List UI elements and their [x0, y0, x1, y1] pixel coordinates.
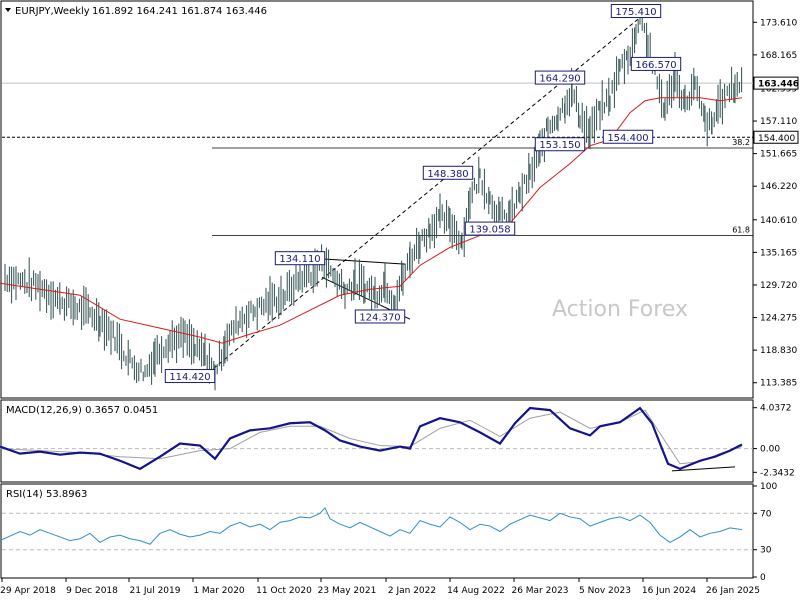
- price-y-tick-label: 146.220: [760, 182, 797, 192]
- price-annotation-box: [610, 4, 662, 19]
- price-y-tick-label: 129.720: [760, 281, 797, 291]
- price-annotation-label: 164.290: [539, 74, 580, 85]
- macd-plot: [0, 406, 753, 472]
- rsi-panel: [0, 483, 754, 579]
- price-annotation-box: [534, 70, 586, 85]
- price-annotation-label: 148.380: [427, 169, 468, 180]
- price-annotation-box: [464, 221, 516, 236]
- collapse-triangle-icon: [5, 8, 11, 12]
- fib-level-label: 38.2: [732, 138, 750, 147]
- price-annotation-label: 153.150: [539, 140, 580, 151]
- price-y-tick-label: 157.110: [760, 117, 797, 127]
- x-tick-label: 26 Mar 2023: [511, 586, 568, 596]
- price-annotation-box: [164, 369, 216, 384]
- price-annotation-box: [630, 56, 682, 71]
- macd-panel: [0, 399, 754, 483]
- price-y-tick-label: 140.610: [760, 216, 797, 226]
- x-tick-label: 23 May 2021: [318, 586, 377, 596]
- price-bars: [4, 9, 743, 391]
- price-y-tick-label: 118.830: [760, 346, 797, 356]
- price-annotation-box: [534, 137, 586, 152]
- x-tick-label: 9 Dec 2018: [66, 586, 118, 596]
- x-tick-label: 26 Jan 2025: [706, 586, 760, 596]
- watermark: Action Forex: [552, 297, 688, 322]
- rsi-y-tick-label: 30: [760, 546, 772, 556]
- price-annotation-label: 139.058: [469, 225, 510, 236]
- price-y-tick-label: 151.665: [760, 150, 797, 160]
- price-annotation-label: 166.570: [635, 60, 676, 71]
- x-tick-label: 29 Apr 2018: [0, 586, 56, 596]
- price-annotation-label: 124.370: [359, 312, 400, 323]
- x-tick-label: 1 Mar 2020: [193, 586, 245, 596]
- price-annotation-label: 154.400: [607, 133, 648, 144]
- x-axis: 29 Apr 2018 9 Dec 2018 21 Jul 2019 1 Mar 20…: [0, 578, 760, 596]
- price-header: EURJPY,Weekly 161.892 164.241 161.874 16…: [5, 6, 267, 17]
- current-price-tag-label: 163.446: [758, 80, 799, 90]
- price-annotation-box: [602, 129, 654, 144]
- current-price-tag: [753, 76, 799, 90]
- macd-y-tick-label: 0.00: [760, 445, 780, 455]
- x-tick-label: 14 Aug 2022: [447, 586, 505, 596]
- moving-average-line: [0, 97, 743, 344]
- price-annotation-label: 175.410: [615, 7, 656, 18]
- price-y-tick-label: 135.165: [760, 248, 797, 258]
- price-annotation-box: [422, 165, 474, 180]
- rsi-plot: [0, 506, 753, 551]
- price-y-tick-label: 168.165: [760, 51, 797, 61]
- rsi-y-tick-label: 100: [760, 482, 777, 492]
- macd-y-axis: 4.0372 0.00 -2.3432: [753, 404, 795, 478]
- macd-divergence-line: [671, 466, 736, 472]
- price-annotation-box: [354, 309, 406, 324]
- macd-y-tick-label: 4.0372: [760, 404, 792, 414]
- rsi-y-tick-label: 0: [760, 573, 766, 583]
- level-price-tag: [753, 130, 799, 144]
- x-tick-label: 21 Jul 2019: [130, 586, 181, 596]
- rsi-line: [0, 506, 743, 545]
- price-annotation-label: 134.110: [279, 254, 320, 265]
- ohlc-label: 161.892 164.241 161.874 163.446: [92, 6, 267, 17]
- price-annotation-box: [274, 251, 326, 266]
- rsi-y-axis: 100 70 30 0: [753, 482, 777, 583]
- level-price-tag-label: 154.400: [758, 134, 795, 144]
- price-annotations: 175.410 166.570 164.290 153.150 154.400 148.3…: [164, 4, 682, 384]
- x-tick-label: 2 Jan 2022: [388, 586, 436, 596]
- price-plot: [0, 9, 743, 391]
- price-y-tick-label: 173.610: [760, 18, 797, 28]
- price-y-tick-label: 113.385: [760, 379, 797, 389]
- macd-y-tick-label: -2.3432: [760, 468, 795, 478]
- symbol-label: EURJPY,Weekly: [15, 6, 90, 17]
- rsi-label: RSI(14) 53.8963: [6, 489, 87, 500]
- price-y-tick-label: 124.275: [760, 314, 797, 324]
- x-tick-label: 16 Jun 2024: [642, 586, 696, 596]
- wedge-line: [319, 258, 406, 265]
- x-tick-label: 11 Oct 2020: [256, 586, 312, 596]
- price-annotation-label: 114.420: [169, 372, 210, 383]
- rsi-y-tick-label: 70: [760, 509, 772, 519]
- price-y-axis: 113.385 118.830 124.275 129.720 135.165 140.6…: [753, 18, 799, 389]
- macd-signal-line: [0, 409, 743, 465]
- fib-level-label: 61.8: [732, 225, 750, 234]
- macd-label: MACD(12,26,9) 0.3657 0.0451: [6, 405, 158, 416]
- x-tick-label: 5 Nov 2023: [579, 586, 631, 596]
- macd-line: [0, 406, 743, 471]
